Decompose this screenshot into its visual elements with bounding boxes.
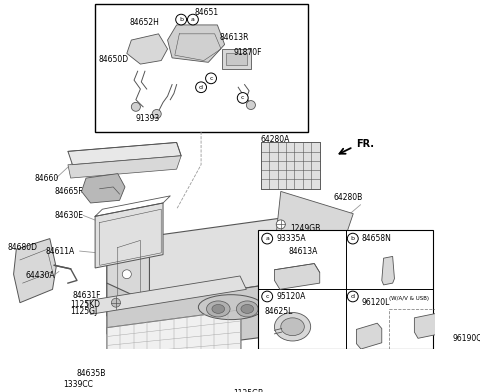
Text: 64430A: 64430A — [25, 272, 55, 281]
Polygon shape — [281, 218, 324, 276]
Text: b: b — [351, 236, 355, 241]
Text: d: d — [199, 85, 203, 90]
Polygon shape — [276, 191, 353, 254]
Polygon shape — [382, 256, 395, 285]
Text: a: a — [265, 236, 269, 241]
Circle shape — [176, 14, 187, 25]
Polygon shape — [275, 263, 320, 289]
Circle shape — [348, 233, 358, 244]
Text: 84611A: 84611A — [45, 247, 74, 256]
Text: 64280A: 64280A — [261, 135, 290, 144]
Polygon shape — [107, 310, 241, 392]
Text: 84631F: 84631F — [72, 291, 101, 300]
Bar — [226, 53, 247, 65]
Polygon shape — [13, 239, 56, 303]
Text: 84630E: 84630E — [54, 211, 84, 220]
Circle shape — [122, 270, 132, 279]
Polygon shape — [357, 323, 382, 349]
Text: 84613R: 84613R — [219, 33, 249, 42]
Text: 1125GJ: 1125GJ — [71, 307, 98, 316]
Polygon shape — [82, 174, 125, 203]
Circle shape — [276, 220, 285, 229]
Circle shape — [111, 298, 120, 307]
Circle shape — [132, 102, 140, 111]
Circle shape — [262, 233, 273, 244]
Text: 84652H: 84652H — [130, 18, 159, 27]
Text: 64280B: 64280B — [333, 193, 362, 202]
Polygon shape — [68, 156, 181, 178]
Bar — [222, 49, 251, 69]
Ellipse shape — [281, 318, 304, 336]
Circle shape — [188, 14, 198, 25]
Ellipse shape — [241, 305, 253, 313]
Text: (W/A/V & USB): (W/A/V & USB) — [389, 296, 429, 301]
Text: 91870F: 91870F — [234, 48, 262, 57]
Text: 84680D: 84680D — [7, 243, 37, 252]
Text: 91393: 91393 — [135, 114, 160, 123]
Text: 84665F: 84665F — [54, 187, 83, 196]
Text: 1339CC: 1339CC — [63, 380, 93, 389]
Circle shape — [262, 291, 273, 302]
Polygon shape — [107, 230, 149, 316]
Text: 1249GB: 1249GB — [290, 224, 320, 233]
Text: c: c — [265, 294, 269, 299]
Circle shape — [246, 101, 255, 109]
Bar — [258, 230, 433, 349]
Polygon shape — [68, 142, 181, 165]
Text: 84658N: 84658N — [362, 234, 392, 243]
Text: 95120A: 95120A — [276, 292, 306, 301]
Text: a: a — [191, 17, 195, 22]
Circle shape — [205, 73, 216, 83]
Ellipse shape — [237, 301, 258, 317]
Text: d: d — [351, 294, 355, 299]
Circle shape — [179, 371, 184, 377]
Text: 84660: 84660 — [35, 174, 59, 183]
Text: 84625L: 84625L — [264, 307, 293, 316]
Ellipse shape — [212, 305, 225, 313]
Text: FR.: FR. — [356, 139, 374, 149]
Text: 84651: 84651 — [195, 8, 219, 17]
Circle shape — [196, 82, 206, 93]
Polygon shape — [86, 276, 246, 314]
Circle shape — [158, 371, 164, 377]
Text: 84635B: 84635B — [77, 369, 107, 378]
Text: c: c — [241, 95, 244, 100]
Circle shape — [348, 291, 358, 302]
Bar — [95, 4, 308, 132]
Polygon shape — [107, 218, 324, 303]
Polygon shape — [107, 276, 324, 352]
Circle shape — [195, 371, 200, 377]
Text: 96120L: 96120L — [362, 298, 390, 307]
Text: 96190Q: 96190Q — [453, 334, 480, 343]
Circle shape — [152, 109, 161, 118]
Ellipse shape — [275, 312, 311, 341]
Text: c: c — [209, 76, 213, 81]
Polygon shape — [127, 34, 168, 64]
Circle shape — [237, 93, 248, 103]
Text: b: b — [179, 17, 183, 22]
Polygon shape — [168, 25, 225, 62]
Bar — [261, 142, 320, 189]
Ellipse shape — [198, 295, 264, 319]
Text: 93335A: 93335A — [276, 234, 306, 243]
Text: 84613A: 84613A — [288, 247, 317, 256]
Polygon shape — [95, 203, 163, 268]
Ellipse shape — [206, 301, 230, 317]
Text: 1125GB: 1125GB — [234, 389, 264, 392]
Text: 1125KD: 1125KD — [71, 300, 101, 309]
Bar — [389, 309, 461, 352]
Text: 84650D: 84650D — [99, 55, 129, 64]
Polygon shape — [414, 313, 440, 338]
